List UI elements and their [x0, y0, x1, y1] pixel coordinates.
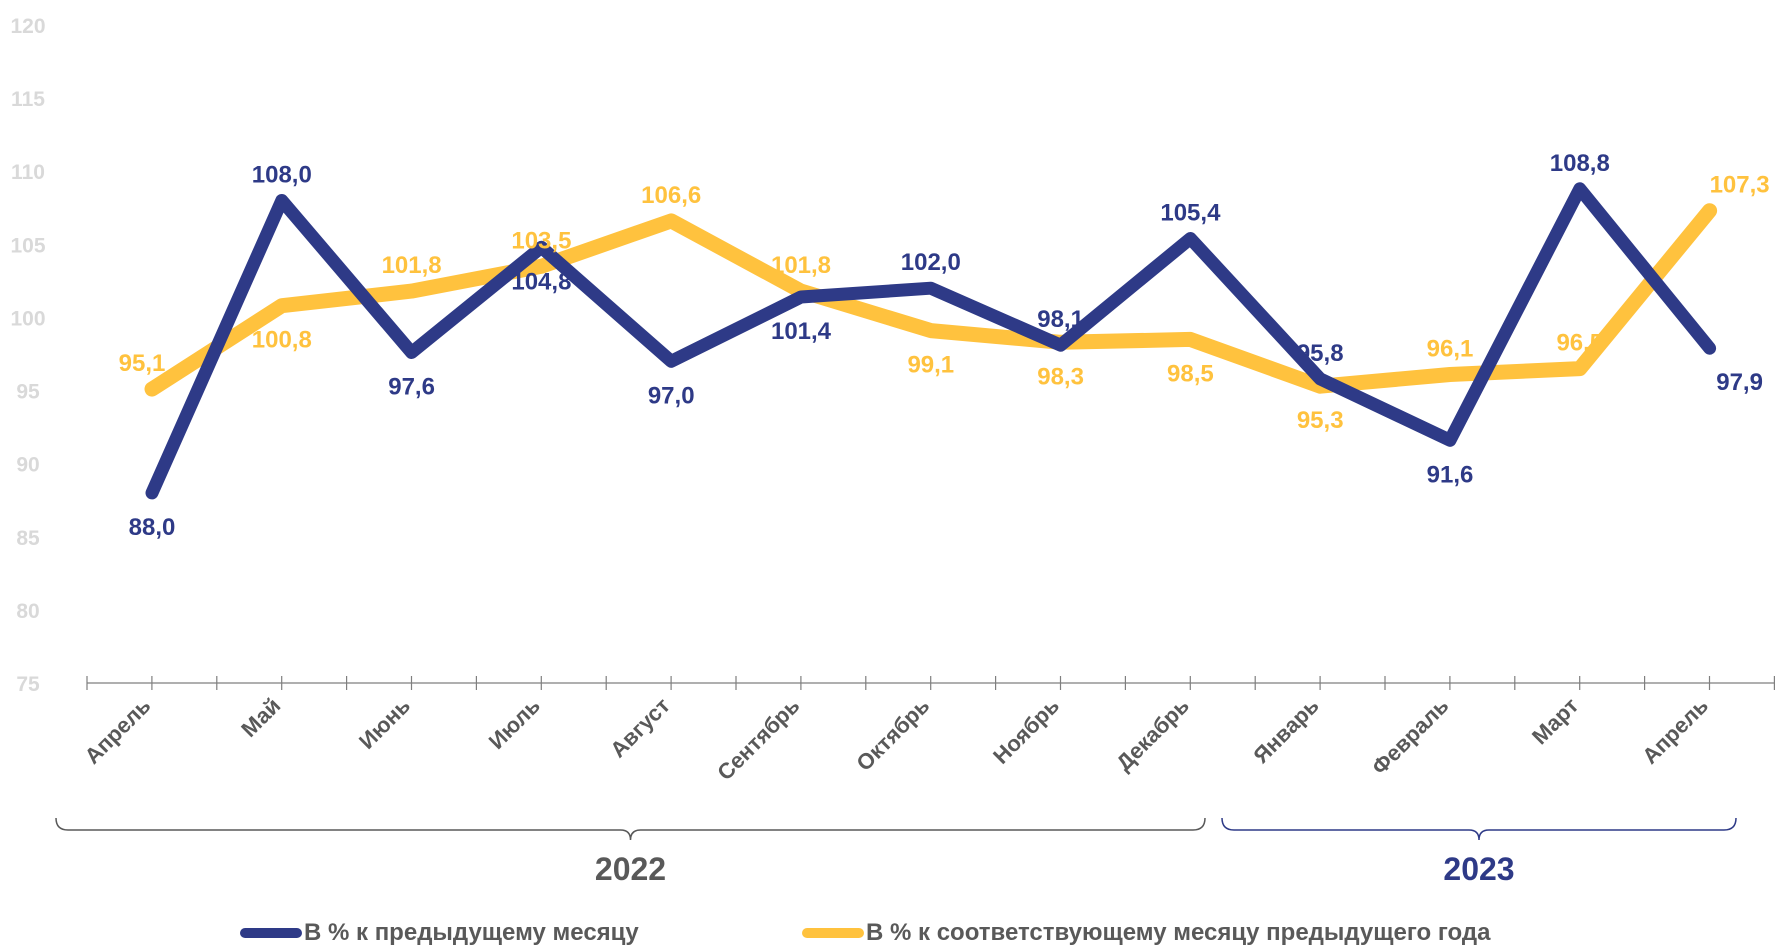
y-tick-label: 110: [11, 161, 45, 184]
y-tick-label: 95: [16, 381, 40, 404]
data-label-monthly: 104,8: [511, 268, 571, 295]
data-label-monthly: 98,1: [1037, 306, 1084, 333]
data-label-yearly: 101,8: [382, 252, 442, 279]
x-tick-label: Март: [1527, 693, 1584, 750]
x-tick-label: Апрель: [1637, 693, 1713, 769]
data-label-monthly: 105,4: [1160, 199, 1221, 226]
x-tick-label: Август: [605, 693, 675, 763]
legend-swatch-yearly: [802, 928, 864, 938]
y-tick-label: 90: [16, 454, 39, 477]
data-label-yearly: 96,1: [1427, 335, 1474, 362]
x-tick-label: Ноябрь: [988, 693, 1064, 769]
data-label-yearly: 101,8: [771, 252, 831, 279]
data-label-yearly: 95,3: [1297, 407, 1344, 434]
data-label-yearly: 99,1: [907, 352, 954, 379]
legend-item-yearly: В % к соответствующему месяцу предыдущег…: [802, 918, 1490, 948]
x-tick-label: Февраль: [1367, 693, 1454, 780]
x-tick-label: Май: [236, 693, 285, 742]
x-tick-label: Январь: [1248, 693, 1323, 768]
data-label-yearly: 107,3: [1710, 172, 1770, 199]
x-tick-label: Сентябрь: [712, 693, 804, 785]
data-label-yearly: 106,6: [641, 182, 701, 209]
chart-svg: 75 80 85 90 95 100 105 110 115 120 Апрель Май Июнь Ию…: [10, 15, 1776, 887]
x-tick-label: Июнь: [354, 693, 415, 754]
series-line-monthly: [145, 182, 1717, 500]
data-label-monthly: 101,4: [771, 318, 832, 345]
legend-item-monthly: В % к предыдущему месяцу: [240, 918, 639, 948]
data-label-monthly: 91,6: [1427, 461, 1474, 488]
legend-swatch-monthly: [240, 928, 302, 938]
data-label-monthly: 108,8: [1550, 150, 1610, 177]
legend-label-yearly: В % к соответствующему месяцу предыдущег…: [866, 919, 1491, 946]
x-tick-label: Декабрь: [1111, 693, 1194, 776]
data-label-yearly: 103,5: [511, 227, 571, 254]
y-tick-label: 115: [11, 88, 45, 111]
x-tick-label: Апрель: [80, 693, 156, 769]
year-bracket: [55, 817, 1206, 841]
data-label-monthly: 97,0: [648, 382, 695, 409]
year-label: 2023: [1443, 851, 1514, 887]
data-label-yearly: 95,1: [119, 350, 166, 377]
legend-label-monthly: В % к предыдущему месяцу: [304, 919, 639, 946]
data-label-yearly: 96,5: [1556, 330, 1603, 357]
y-tick-label: 105: [10, 234, 45, 257]
x-tick-label: Октябрь: [851, 693, 934, 776]
data-label-monthly: 97,9: [1716, 369, 1763, 396]
year-label: 2022: [595, 851, 666, 887]
data-label-yearly: 98,5: [1167, 360, 1214, 387]
data-label-monthly: 88,0: [129, 514, 176, 541]
data-label-monthly: 95,8: [1297, 340, 1344, 367]
data-label-monthly: 97,6: [388, 374, 435, 401]
y-tick-label: 120: [10, 15, 45, 38]
data-label-yearly: 98,3: [1037, 363, 1084, 390]
y-tick-label: 85: [16, 527, 40, 550]
x-tick-label: Июль: [484, 693, 545, 754]
data-label-monthly: 108,0: [252, 161, 312, 188]
data-label-yearly: 100,8: [252, 327, 312, 354]
year-bracket: [1221, 817, 1737, 841]
data-label-monthly: 102,0: [901, 249, 961, 276]
y-tick-label: 75: [16, 673, 40, 696]
series-line-yearly: [144, 203, 1718, 397]
y-tick-label: 100: [10, 307, 45, 330]
y-tick-label: 80: [16, 600, 39, 623]
